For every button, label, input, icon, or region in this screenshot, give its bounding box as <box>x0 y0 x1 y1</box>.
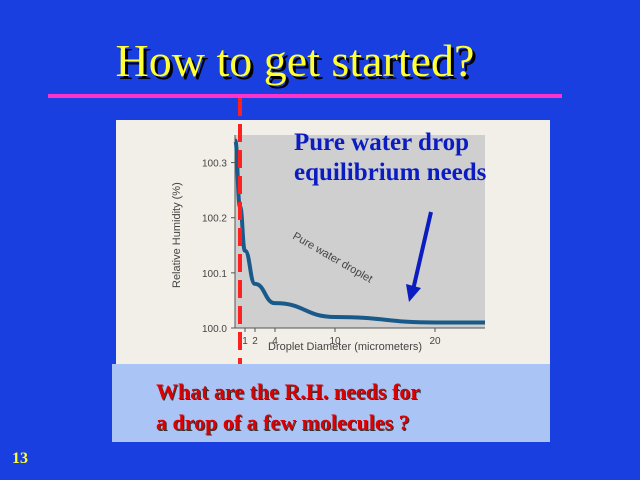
slide-title: How to get started? <box>115 35 475 86</box>
question-box: What are the R.H. needs for a drop of a … <box>112 364 550 442</box>
question-line-1: What are the R.H. needs for <box>156 379 421 404</box>
title-underline <box>48 94 562 98</box>
x-tick-label: 10 <box>329 336 341 347</box>
y-axis-label: Relative Humidity (%) <box>171 182 183 288</box>
x-tick-label: 1 <box>242 336 248 347</box>
y-tick-group: 100.3 100.2 100.1 100.0 <box>202 159 235 335</box>
x-tick-label: 2 <box>252 336 258 347</box>
dashed-marker-line <box>238 98 242 364</box>
question-text: What are the R.H. needs for a drop of a … <box>156 376 420 438</box>
y-tick-label: 100.1 <box>202 269 227 280</box>
annotation-line-2: equilibrium needs <box>294 159 487 186</box>
y-tick-label: 100.2 <box>202 214 227 225</box>
annotation-text: Pure water drop equilibrium needs <box>294 128 554 188</box>
question-line-2: a drop of a few molecules ? <box>156 410 410 435</box>
x-tick-label: 4 <box>272 336 278 347</box>
x-tick-label: 20 <box>429 336 441 347</box>
x-axis-label: Droplet Diameter (micrometers) <box>268 341 422 353</box>
y-tick-label: 100.0 <box>202 324 227 335</box>
annotation-line-1: Pure water drop <box>294 129 469 156</box>
y-tick-label: 100.3 <box>202 159 227 170</box>
page-number: 13 <box>12 450 28 467</box>
plot-area <box>235 135 485 328</box>
x-tick-group: 1 2 4 10 20 <box>242 328 441 347</box>
rh-chart: 100.3 100.2 100.1 100.0 1 2 4 10 20 Pure water … <box>116 120 550 364</box>
